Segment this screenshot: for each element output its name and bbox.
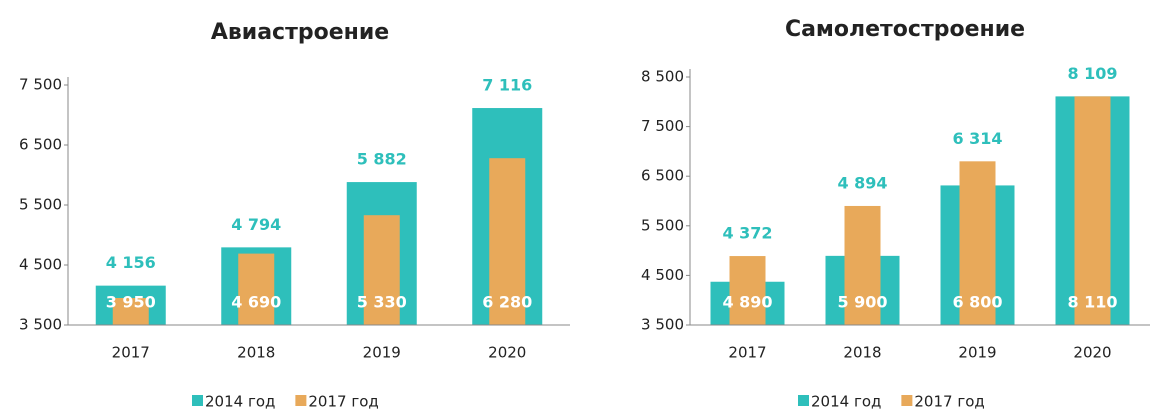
bar [844, 205, 881, 325]
x-tick-label: 2017 [728, 344, 766, 362]
legend-label: 2017 год [308, 393, 378, 411]
bar [729, 256, 766, 325]
legend-swatch [192, 395, 203, 406]
bar [489, 158, 526, 325]
x-tick-label: 2019 [363, 344, 401, 362]
chart-title: Авиастроение [211, 20, 389, 45]
bar [112, 298, 149, 325]
data-label: 5 900 [837, 293, 887, 312]
y-tick-label: 5 500 [19, 196, 62, 214]
y-tick-label: 7 500 [19, 76, 62, 94]
x-tick-label: 2018 [237, 344, 275, 362]
y-tick-label: 7 500 [641, 117, 684, 135]
bar [959, 161, 996, 325]
y-tick-label: 8 500 [641, 68, 684, 86]
x-tick-label: 2018 [843, 344, 881, 362]
x-tick-label: 2017 [112, 344, 150, 362]
y-tick-label: 5 500 [641, 216, 684, 234]
data-label: 5 882 [357, 150, 407, 169]
bar [363, 215, 400, 325]
legend-label: 2014 год [811, 393, 881, 411]
data-label: 6 800 [952, 293, 1002, 312]
y-tick-label: 3 500 [641, 316, 684, 334]
x-tick-label: 2020 [1073, 344, 1111, 362]
data-label: 4 690 [231, 293, 281, 312]
legend-swatch [901, 395, 913, 406]
data-label: 4 794 [231, 215, 281, 234]
chart-title: Самолетостроение [785, 17, 1025, 42]
y-tick-label: 6 500 [641, 167, 684, 185]
bar [1074, 96, 1111, 326]
legend-swatch [295, 395, 307, 406]
data-label: 5 330 [357, 293, 407, 312]
data-label: 4 372 [722, 224, 772, 243]
data-label: 8 110 [1067, 293, 1117, 312]
data-label: 6 280 [482, 293, 532, 312]
x-tick-label: 2020 [488, 344, 526, 362]
y-tick-label: 3 500 [19, 316, 62, 334]
legend-swatch [798, 395, 809, 406]
y-tick-label: 4 500 [19, 256, 62, 274]
legend-label: 2017 год [914, 393, 984, 411]
y-tick-label: 4 500 [641, 266, 684, 284]
data-label: 4 890 [722, 293, 772, 312]
data-label: 4 156 [106, 253, 156, 272]
x-tick-label: 2019 [958, 344, 996, 362]
legend-label: 2014 год [205, 393, 275, 411]
y-tick-label: 6 500 [19, 136, 62, 154]
data-label: 4 894 [837, 173, 887, 192]
data-label: 6 314 [952, 129, 1002, 148]
data-label: 3 950 [106, 293, 156, 312]
data-label: 7 116 [482, 76, 532, 95]
data-label: 8 109 [1067, 64, 1117, 83]
bar [238, 253, 275, 325]
